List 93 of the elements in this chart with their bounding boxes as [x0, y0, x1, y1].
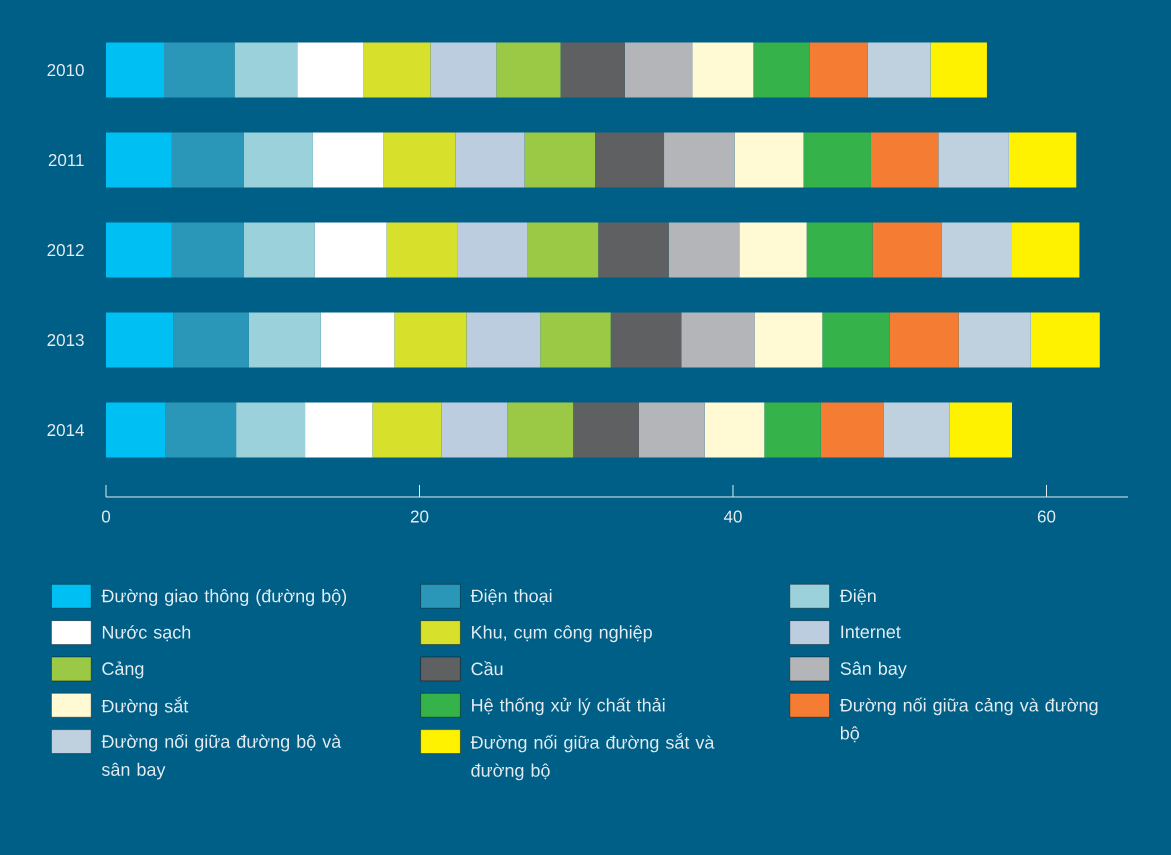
- bar: [764, 402, 821, 458]
- bar: [106, 402, 166, 458]
- bar: [106, 312, 174, 368]
- bar: [560, 42, 625, 98]
- bar: [624, 42, 693, 98]
- bar: [524, 132, 596, 188]
- bar: [106, 42, 164, 98]
- legend-label: Điện thoại: [470, 588, 552, 605]
- bar: [243, 222, 315, 278]
- bar: [430, 42, 497, 98]
- bar: [938, 132, 1009, 188]
- bar: [164, 42, 235, 98]
- bar: [941, 222, 1013, 278]
- legend-label: Sân bay: [840, 661, 907, 679]
- bar: [610, 312, 682, 368]
- y-tick-label: 2011: [48, 154, 84, 167]
- bar: [243, 132, 313, 188]
- bar: [820, 402, 884, 458]
- legend-label: Hệ thống xử lý chất thải: [472, 697, 665, 716]
- legend-label: Đường nối giữa đường bộ và sân bay: [101, 733, 342, 780]
- bar: [1030, 312, 1100, 368]
- bar: [870, 132, 939, 188]
- bar: [171, 132, 244, 188]
- bar: [598, 222, 669, 278]
- bar: [312, 132, 384, 188]
- bar: [739, 222, 807, 278]
- bar: [809, 42, 868, 98]
- bar: [872, 222, 942, 278]
- legend-label: Đường sắt: [101, 696, 189, 717]
- bar: [692, 42, 754, 98]
- bar: [753, 42, 810, 98]
- bar: [171, 222, 244, 278]
- legend-label: Cảng: [102, 661, 144, 679]
- bar: [394, 312, 467, 368]
- bar: [314, 222, 387, 278]
- y-tick-label: 2012: [47, 244, 84, 257]
- y-tick-label: 2013: [47, 334, 84, 347]
- bar: [889, 312, 959, 368]
- bar: [236, 402, 306, 458]
- bar: [958, 312, 1031, 368]
- bar: [305, 402, 373, 458]
- bar: [386, 222, 458, 278]
- bar: [507, 402, 574, 458]
- bar: [1008, 132, 1077, 188]
- bar: [496, 42, 561, 98]
- y-tick-label: 2014: [47, 424, 84, 437]
- bar: [540, 312, 611, 368]
- bar: [803, 132, 871, 188]
- bar: [883, 402, 950, 458]
- bar: [754, 312, 823, 368]
- bar: [595, 132, 665, 188]
- bar: [106, 132, 172, 188]
- bar: [638, 402, 705, 458]
- bar: [573, 402, 639, 458]
- legend-label: Nước sạch: [102, 625, 191, 642]
- bar: [930, 42, 987, 98]
- bar: [106, 222, 172, 278]
- bar: [165, 402, 237, 458]
- bar: [455, 132, 525, 188]
- bar: [734, 132, 804, 188]
- bar: [664, 132, 735, 188]
- bar: [372, 402, 442, 458]
- x-tick-label: 0: [101, 510, 111, 523]
- bar: [668, 222, 740, 278]
- x-tick-label: 20: [410, 510, 429, 523]
- bar: [234, 42, 298, 98]
- bar: [383, 132, 456, 188]
- bar: [466, 312, 541, 368]
- bar: [867, 42, 931, 98]
- bar: [441, 402, 508, 458]
- legend-label: Điện: [839, 588, 876, 605]
- bar: [363, 42, 431, 98]
- x-tick-label: 60: [1037, 510, 1056, 523]
- x-tick-label: 40: [723, 510, 742, 523]
- bar: [681, 312, 755, 368]
- bar: [320, 312, 395, 368]
- bar: [173, 312, 249, 368]
- bar: [297, 42, 364, 98]
- bar: [822, 312, 890, 368]
- legend-label: Khu, cụm công nghiệp: [472, 625, 652, 643]
- y-tick-label: 2010: [47, 64, 84, 77]
- bar: [806, 222, 873, 278]
- bar: [704, 402, 765, 458]
- legend-label: Đường nối giữa đường sắt và đường bộ: [470, 733, 715, 781]
- legend-label: Cầu: [471, 661, 503, 676]
- bar: [248, 312, 321, 368]
- legend-label: Đường nối giữa cảng và đường bộ: [839, 697, 1098, 743]
- bar: [457, 222, 528, 278]
- legend-label: Internet: [841, 625, 901, 639]
- bar: [949, 402, 1013, 458]
- legend-label: Đường giao thông (đường bộ): [101, 588, 347, 606]
- bar: [527, 222, 599, 278]
- bar: [1012, 222, 1080, 278]
